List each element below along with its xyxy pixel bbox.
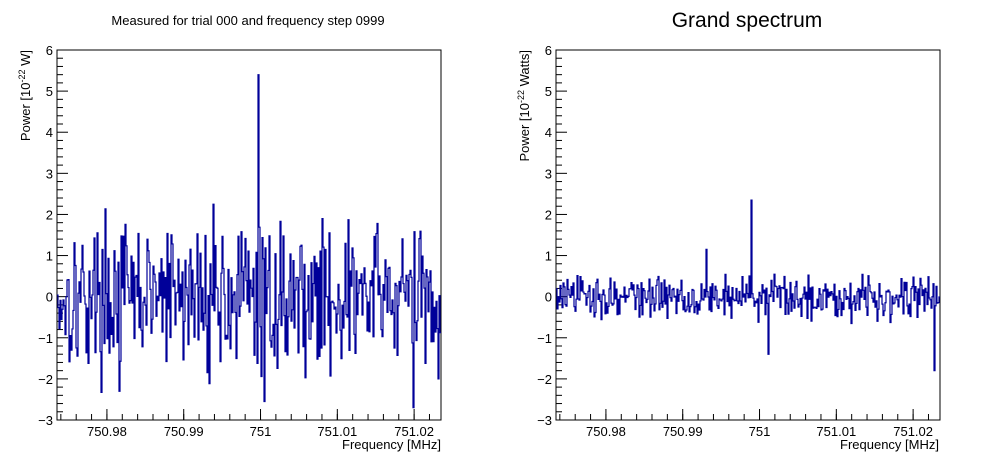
y-tick-label: 0 (545, 290, 552, 305)
x-tick-label: 751.01 (317, 424, 357, 439)
axes-ticks: −3 −2 −1 0 1 2 3 4 5 6 750.98 750.99 751 751.01 751.02 (38, 43, 434, 439)
x-tick-label: 750.98 (586, 424, 626, 439)
y-tick-label: 6 (46, 43, 53, 58)
series-line (556, 199, 940, 372)
x-axis-label: Frequency [MHz] (840, 437, 939, 452)
plot-frame (56, 49, 442, 421)
y-tick-label: 2 (545, 207, 552, 222)
y-tick-label: 1 (46, 249, 53, 264)
y-tick-label: 0 (46, 290, 53, 305)
chart-title: Grand spectrum (672, 9, 823, 32)
y-tick-label: −3 (38, 413, 53, 428)
x-tick-label: 751 (250, 424, 272, 439)
y-axis-label: Power [10-22 Watts] (516, 50, 532, 162)
x-axis-label: Frequency [MHz] (342, 437, 441, 452)
chart-panel-left: Measured for trial 000 and frequency ste… (17, 13, 442, 452)
chart-title: Measured for trial 000 and frequency ste… (111, 13, 384, 28)
chart-panel-right: Grand spectrum −3 −2 −1 0 1 2 3 4 5 6 750.98 750.99… (516, 9, 941, 452)
x-tick-label: 750.99 (164, 424, 204, 439)
y-tick-label: 4 (46, 125, 53, 140)
y-tick-label: −1 (38, 331, 53, 346)
y-axis-label: Power [10-22 W] (17, 50, 33, 141)
y-tick-label: 6 (545, 43, 552, 58)
y-tick-label: −2 (537, 372, 552, 387)
plot-frame (555, 49, 941, 421)
y-tick-label: −2 (38, 372, 53, 387)
x-tick-label: 751 (749, 424, 771, 439)
y-tick-label: 4 (545, 125, 552, 140)
y-tick-label: 3 (545, 166, 552, 181)
axes-ticks: −3 −2 −1 0 1 2 3 4 5 6 750.98 750.99 751 751.01 751.02 (537, 43, 933, 439)
y-tick-label: 5 (46, 84, 53, 99)
y-tick-label: 5 (545, 84, 552, 99)
x-tick-label: 750.98 (87, 424, 127, 439)
x-tick-label: 751.02 (394, 424, 434, 439)
x-tick-label: 750.99 (663, 424, 703, 439)
y-tick-label: 2 (46, 207, 53, 222)
series-line (57, 74, 441, 409)
y-tick-label: −3 (537, 413, 552, 428)
x-tick-label: 751.02 (893, 424, 933, 439)
y-tick-label: −1 (537, 331, 552, 346)
y-tick-label: 1 (545, 249, 552, 264)
y-tick-label: 3 (46, 166, 53, 181)
x-tick-label: 751.01 (816, 424, 856, 439)
